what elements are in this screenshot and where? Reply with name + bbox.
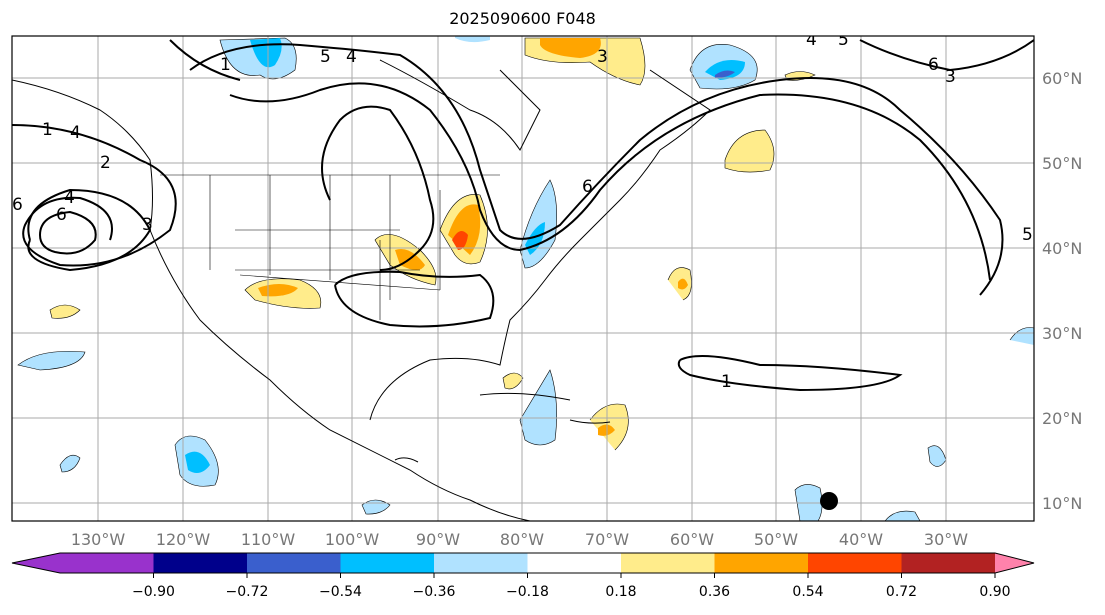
colorbar-segment: [434, 553, 528, 573]
anomaly-negative: [519, 179, 557, 269]
anomaly-negative: [361, 499, 391, 515]
contour-label: 4: [64, 188, 75, 208]
contour-label: 3: [597, 47, 608, 67]
lon-label: 90°W: [416, 530, 460, 549]
contour-label: 6: [56, 205, 67, 225]
anomaly-negative: [927, 445, 947, 467]
colorbar-tick-label: 0.18: [605, 584, 636, 600]
gridlines: [12, 36, 1034, 521]
contour-label: 1: [220, 55, 231, 75]
colorbar-tick-label: −0.36: [413, 584, 456, 600]
contour-label: 5: [1022, 225, 1033, 245]
colorbar-tick-label: 0.72: [886, 584, 917, 600]
colorbar: −0.90 −0.72 −0.54 −0.36 −0.18 0.18 0.36 0.54 0.7…: [11, 552, 1035, 600]
contour-label: 6: [928, 55, 939, 75]
contour-label: 1: [721, 372, 732, 392]
lon-label: 50°W: [754, 530, 798, 549]
anomaly-negative: [705, 59, 745, 80]
contour-label: 4: [806, 30, 817, 50]
contour-lines: [12, 39, 1034, 392]
colorbar-tick-label: −0.18: [506, 584, 549, 600]
contour-label: 3: [945, 67, 956, 87]
lon-label: 70°W: [585, 530, 629, 549]
anomaly-positive: [49, 304, 81, 319]
lon-label: 30°W: [924, 530, 968, 549]
anomaly-positive: [724, 129, 775, 173]
contour-labels: 1 4 2 4 6 3 5 4 6 3 1 5 4 3 6 5 6 1: [12, 30, 1033, 392]
contour-label: 4: [346, 47, 357, 67]
anomaly-negative: [455, 36, 490, 43]
map-area: 1 4 2 4 6 3 5 4 6 3 1 5 4 3 6 5 6 1: [12, 30, 1034, 521]
colorbar-segment: [714, 553, 809, 573]
anomaly-positive: [502, 372, 524, 390]
colorbar-segment: [247, 553, 341, 573]
colorbar-segment: [60, 553, 154, 573]
lon-label: 130°W: [71, 530, 126, 549]
lat-label: 40°N: [1042, 239, 1082, 258]
colorbar-tick-label: −0.72: [226, 584, 269, 600]
map-title: 2025090600 F048: [449, 9, 596, 28]
lat-label: 20°N: [1042, 409, 1082, 428]
lon-label: 80°W: [500, 530, 544, 549]
lon-label: 120°W: [156, 530, 211, 549]
contour-label: 5: [838, 30, 849, 50]
lon-label: 110°W: [241, 530, 296, 549]
lat-label: 60°N: [1042, 69, 1082, 88]
anomaly-negative: [17, 350, 86, 371]
colorbar-tick-label: 0.54: [792, 584, 823, 600]
contour-label: 6: [12, 195, 23, 215]
anomaly-negative: [884, 510, 921, 521]
colorbar-tick-label: −0.54: [319, 584, 362, 600]
longitude-labels: 130°W 120°W 110°W 100°W 90°W 80°W 70°W 6…: [71, 530, 968, 549]
colorbar-segment: [340, 553, 435, 573]
state-borders: [160, 174, 500, 320]
shaded-anomalies: [17, 36, 1034, 521]
lat-label: 10°N: [1042, 494, 1082, 513]
colorbar-segment: [901, 553, 996, 573]
anomaly-positive: [678, 278, 688, 290]
contour-label: 2: [100, 153, 111, 173]
lon-label: 40°W: [839, 530, 883, 549]
storm-position-marker: [820, 492, 838, 510]
lat-label: 50°N: [1042, 154, 1082, 173]
anomaly-positive: [448, 204, 481, 255]
colorbar-tick-label: 0.90: [979, 584, 1010, 600]
map-frame: [11, 35, 1035, 522]
colorbar-outline: [11, 552, 1035, 574]
anomaly-negative: [185, 451, 210, 474]
contour-label: 3: [142, 215, 153, 235]
anomaly-negative: [1009, 327, 1034, 345]
colorbar-segment: [153, 553, 248, 573]
anomaly-negative: [715, 70, 735, 78]
anomaly-negative: [519, 369, 557, 446]
colorbar-segment: [527, 553, 622, 573]
colorbar-segment: [808, 553, 902, 573]
lon-label: 100°W: [325, 530, 380, 549]
lat-label: 30°N: [1042, 324, 1082, 343]
contour-label: 1: [42, 120, 53, 140]
colorbar-tick-label: 0.36: [699, 584, 730, 600]
colorbar-extend-max: [995, 553, 1034, 573]
contour-label: 5: [320, 47, 331, 67]
anomaly-positive: [540, 38, 601, 58]
colorbar-tick-label: −0.90: [132, 584, 175, 600]
coastlines: [12, 59, 711, 521]
colorbar-extend-min: [12, 553, 60, 573]
anomaly-positive: [452, 231, 468, 250]
contour-label: 4: [70, 123, 81, 143]
anomaly-negative: [59, 454, 81, 473]
contour-label: 6: [582, 177, 593, 197]
lon-label: 60°W: [670, 530, 714, 549]
colorbar-segment: [621, 553, 715, 573]
latitude-labels: 60°N 50°N 40°N 30°N 20°N 10°N: [1042, 69, 1082, 513]
